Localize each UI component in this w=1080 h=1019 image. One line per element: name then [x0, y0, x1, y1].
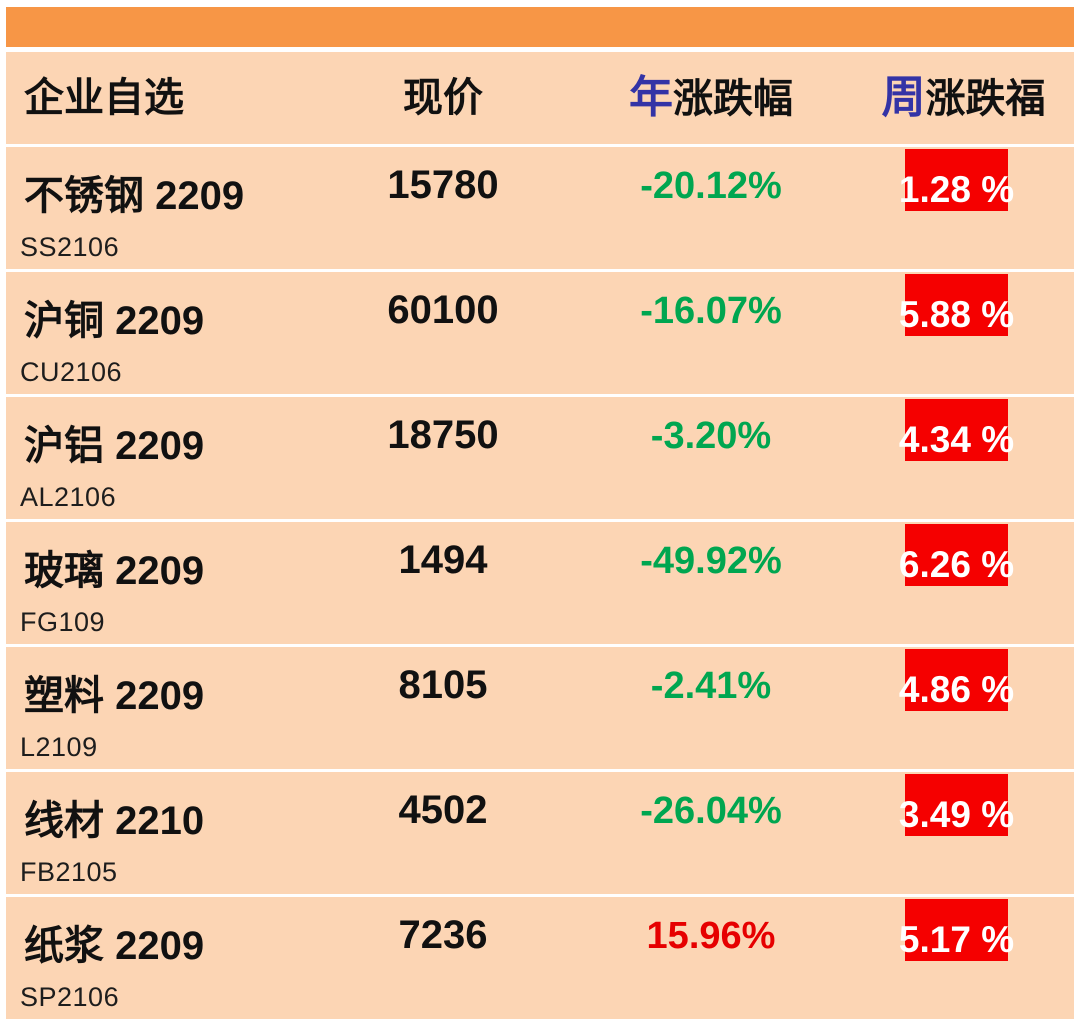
week-change-badge: 5.17 %	[899, 899, 1014, 961]
week-change-badge: 5.88 %	[899, 274, 1014, 336]
year-change-value: -26.04%	[640, 790, 782, 832]
year-change-value: -2.41%	[650, 665, 772, 707]
year-change-value: 15.96%	[646, 915, 776, 957]
table-row[interactable]: 塑料 2209 L2109 8105 -2.41% 4.86 %	[6, 647, 1074, 769]
contract-code: FB2105	[20, 857, 118, 887]
contract-code: AL2106	[20, 482, 117, 512]
contract-name: 纸浆 2209	[24, 924, 205, 968]
header-year-accent: 年	[629, 73, 673, 122]
contract-code: L2109	[20, 732, 98, 762]
table-row[interactable]: 不锈钢 2209 SS2106 15780 -20.12% 1.28 %	[6, 147, 1074, 269]
contract-code: SS2106	[20, 232, 120, 262]
top-bar	[6, 7, 1074, 47]
current-price: 60100	[387, 288, 499, 332]
header-week-change: 周涨跌福	[856, 52, 1071, 145]
contract-name: 线材 2210	[24, 799, 205, 843]
contract-name: 沪铝 2209	[24, 424, 205, 468]
contract-name: 塑料 2209	[24, 674, 205, 718]
table-row[interactable]: 沪铝 2209 AL2106 18750 -3.20% 4.34 %	[6, 397, 1074, 519]
year-change-value: -49.92%	[640, 540, 782, 582]
week-change-badge: 4.86 %	[899, 649, 1014, 711]
contract-code: CU2106	[20, 357, 123, 387]
contract-name: 玻璃 2209	[24, 549, 205, 593]
current-price: 1494	[398, 538, 488, 582]
table-row[interactable]: 沪铜 2209 CU2106 60100 -16.07% 5.88 %	[6, 272, 1074, 394]
header-current-price: 现价	[403, 76, 483, 120]
header-week-rest: 涨跌福	[925, 77, 1046, 121]
current-price: 15780	[387, 163, 499, 207]
week-change-badge: 1.28 %	[899, 149, 1014, 211]
week-change-badge: 4.34 %	[899, 399, 1014, 461]
header-week-accent: 周	[881, 73, 926, 122]
contract-name: 沪铜 2209	[24, 299, 205, 343]
year-change-value: -3.20%	[650, 415, 772, 457]
table-row[interactable]: 纸浆 2209 SP2106 7236 15.96% 5.17 %	[6, 897, 1074, 1019]
week-change-badge: 6.26 %	[899, 524, 1014, 586]
contract-code: FG109	[20, 607, 106, 637]
contract-code: SP2106	[20, 982, 120, 1012]
table-row[interactable]: 线材 2210 FB2105 4502 -26.04% 3.49 %	[6, 772, 1074, 894]
header-watchlist: 企业自选	[24, 76, 184, 120]
current-price: 8105	[398, 663, 488, 707]
table-header: 企业自选 现价 年涨跌幅 周涨跌福	[6, 52, 1074, 144]
year-change-value: -16.07%	[640, 290, 782, 332]
year-change-value: -20.12%	[640, 165, 782, 207]
contract-name: 不锈钢 2209	[24, 174, 245, 218]
current-price: 18750	[387, 413, 499, 457]
week-change-badge: 3.49 %	[899, 774, 1014, 836]
header-year-change: 年涨跌幅	[546, 52, 876, 145]
current-price: 4502	[398, 788, 488, 832]
table-body: 不锈钢 2209 SS2106 15780 -20.12% 1.28 % 沪铜 …	[6, 147, 1074, 1019]
header-year-rest: 涨跌幅	[673, 77, 793, 121]
current-price: 7236	[398, 913, 488, 957]
table-row[interactable]: 玻璃 2209 FG109 1494 -49.92% 6.26 %	[6, 522, 1074, 644]
